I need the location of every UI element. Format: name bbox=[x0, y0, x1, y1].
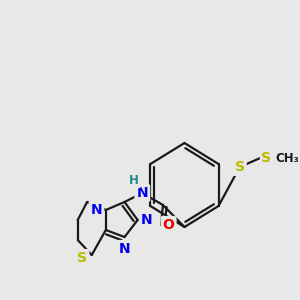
Text: S: S bbox=[77, 251, 87, 265]
Text: N: N bbox=[136, 186, 148, 200]
Text: CH₃: CH₃ bbox=[275, 152, 299, 164]
Text: H: H bbox=[129, 173, 139, 187]
Text: O: O bbox=[163, 218, 175, 232]
Text: S: S bbox=[261, 151, 271, 165]
Text: S: S bbox=[235, 160, 245, 174]
Text: N: N bbox=[119, 242, 130, 256]
Text: N: N bbox=[141, 213, 153, 227]
Text: N: N bbox=[91, 203, 102, 217]
